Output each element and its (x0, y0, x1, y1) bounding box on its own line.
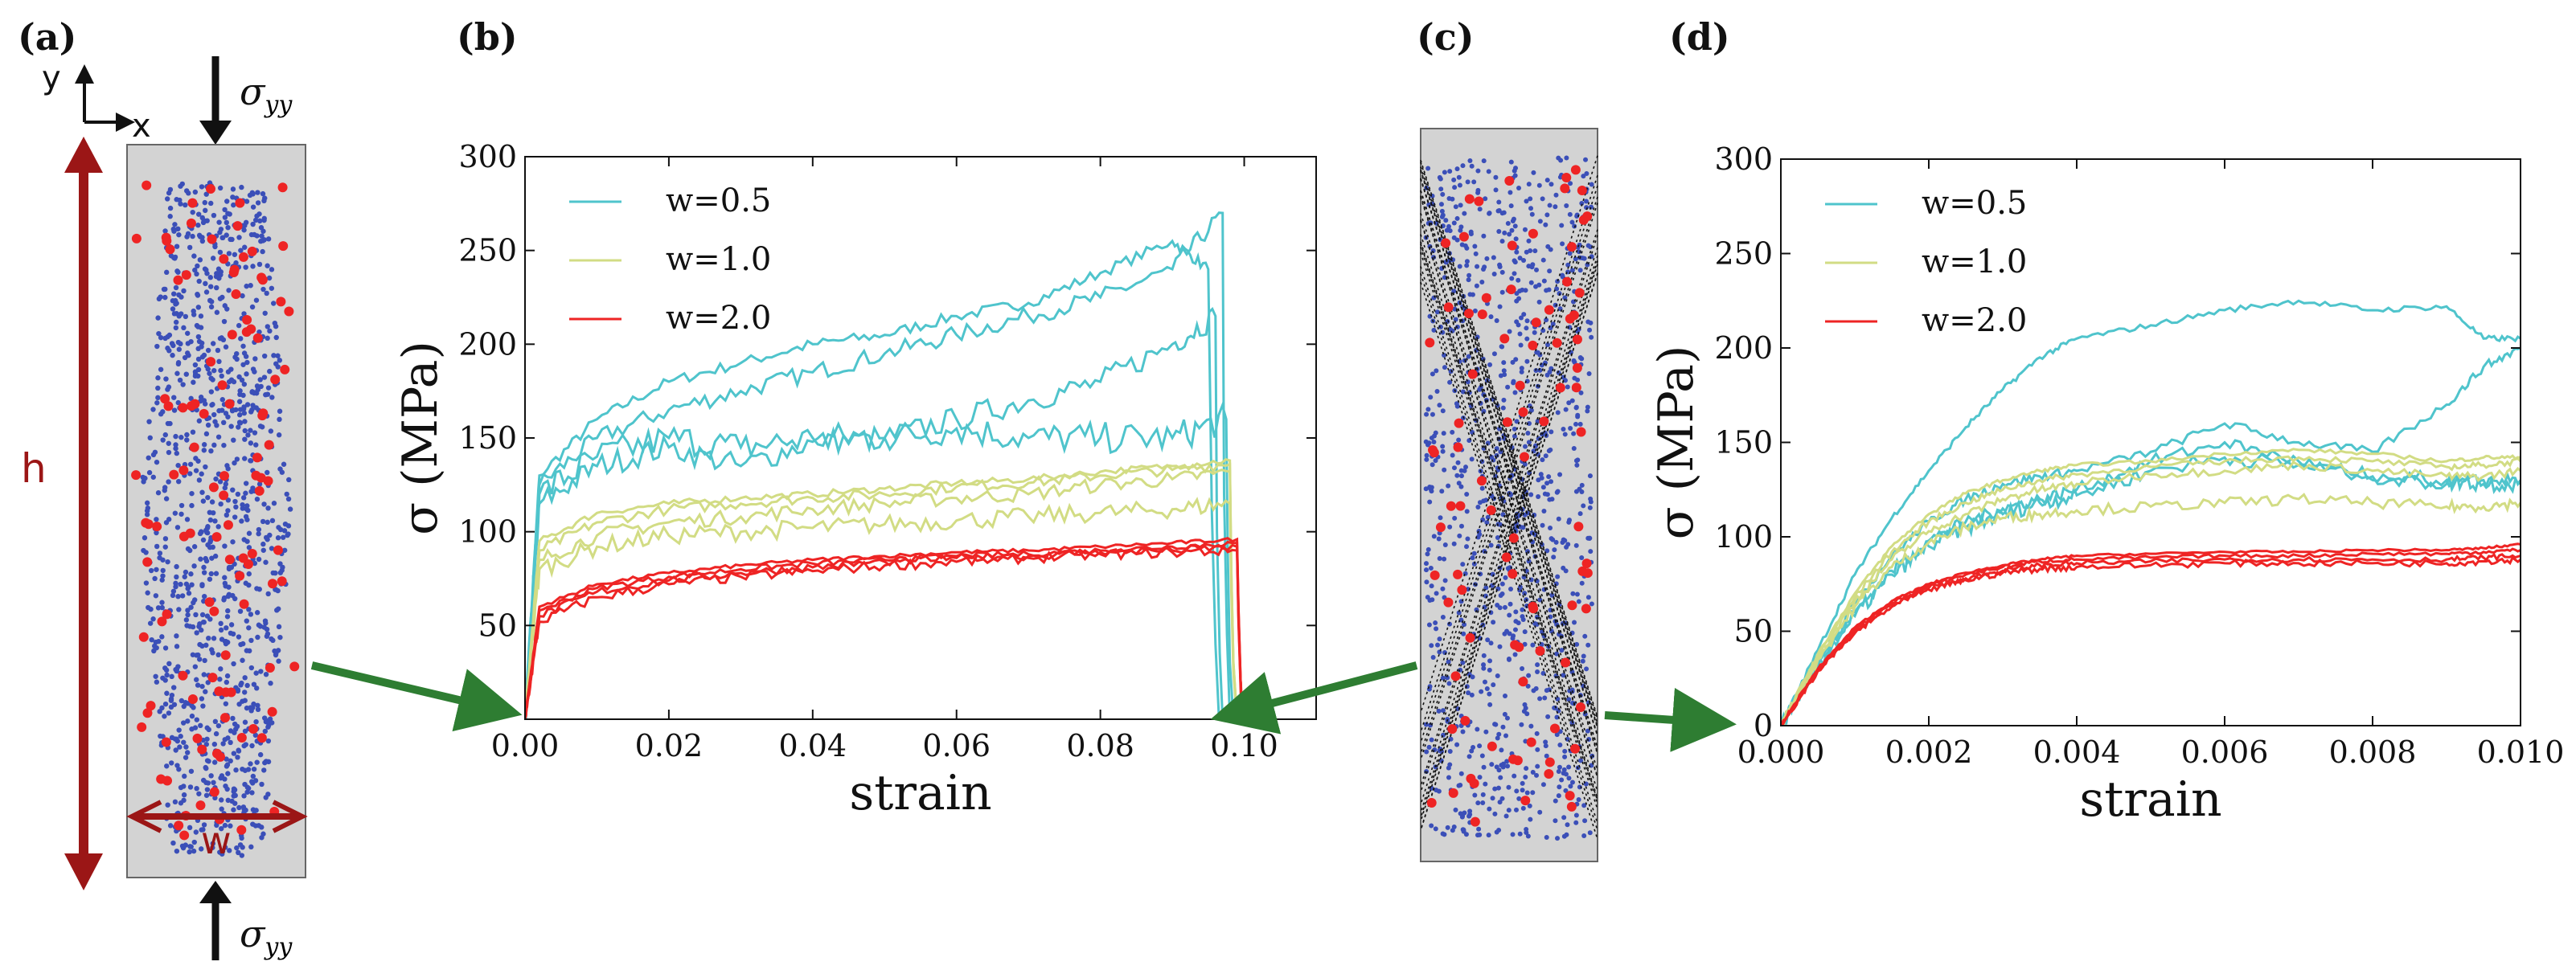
series-line-w=2.0-run-3 (1781, 553, 2521, 726)
y-tick-label: 200 (458, 326, 517, 362)
x-tick-label: 0.06 (922, 728, 991, 763)
y-tick-label: 50 (478, 608, 517, 643)
y-tick-label: 50 (1734, 614, 1773, 649)
x-tick-label: 0.004 (2033, 735, 2121, 770)
y-tick-label: 300 (1714, 141, 1773, 177)
legend-entry: w=2.0 (666, 300, 771, 337)
series-line-w=2.0-run-2 (525, 540, 1245, 719)
bottom-stress-arrowhead (199, 881, 232, 903)
panel-a-label: (a) (18, 15, 76, 59)
series-line-w=2.0-run-1 (525, 537, 1245, 719)
legend-entry: w=1.0 (666, 241, 771, 278)
series-line-w=0.5-run-4 (525, 401, 1235, 719)
x-tick-label: 0.008 (2329, 735, 2417, 770)
height-dimension: h (21, 137, 103, 890)
x-tick-label: 0.002 (1885, 735, 1973, 770)
axis-x-label: x (132, 108, 151, 145)
legend-entry: w=0.5 (666, 182, 771, 219)
panel-d: (d) 0.000 0.002 0.004 0.006 0.008 0.010 0 50 100… (1648, 15, 2564, 828)
series-line-w=1.0-run-4 (525, 497, 1239, 719)
x-tick-label: 0.10 (1210, 728, 1278, 763)
series-line-w=0.5-run-2 (1781, 346, 2521, 726)
x-tick-label: 0.00 (491, 728, 560, 763)
y-tick-label: 250 (458, 233, 517, 268)
specimen-a (126, 144, 306, 878)
series-line-w=2.0-run-3 (525, 543, 1245, 719)
panel-c-label: (c) (1417, 15, 1475, 59)
bottom-stress-label: σyy (240, 912, 293, 961)
top-stress-label: σyy (240, 70, 293, 119)
y-tick-label: 250 (1714, 236, 1773, 272)
series-line-w=1.0-run-3 (1781, 460, 2521, 726)
series-line-w=0.5-run-1 (525, 239, 1220, 719)
series-line-w=0.5-run-3 (525, 306, 1224, 719)
panel-b-label: (b) (457, 15, 518, 59)
series-line-w=0.5-run-3 (1781, 439, 2521, 726)
x-tick-label: 0.006 (2181, 735, 2269, 770)
arrow-c-to-b (1210, 661, 1418, 735)
series-line-w=1.0-run-3 (525, 469, 1239, 719)
specimen-a-particles (131, 180, 300, 858)
axis-y-label: y (42, 59, 61, 96)
width-label: w (201, 819, 232, 862)
y-tick-label: 100 (458, 514, 517, 550)
y-axis-label: σ (MPa) (1648, 346, 1704, 540)
x-tick-label: 0.000 (1737, 735, 1825, 770)
x-tick-label: 0.04 (779, 728, 847, 763)
series-line-w=0.5-run-1 (1781, 299, 2521, 726)
y-tick-label: 150 (458, 420, 517, 456)
height-label: h (21, 445, 47, 492)
width-dimension: w (126, 800, 308, 862)
y-tick-label: 200 (1714, 330, 1773, 366)
panel-b: (b) 0.00 0.02 0.04 0.06 0.08 0.10 50 100 150 200 2… (392, 15, 1317, 821)
series-line-w=2.0-run-2 (1781, 547, 2521, 726)
panel-c: (c) (1210, 15, 1737, 862)
series-line-w=1.0-run-1 (1781, 448, 2521, 726)
legend-entry: w=0.5 (1922, 185, 2027, 222)
chart-d: 0.000 0.002 0.004 0.006 0.008 0.010 0 50 100 150 2… (1648, 141, 2564, 828)
y-tick-label: 0 (1754, 708, 1773, 743)
series-line-w=0.5-run-4 (1781, 452, 2521, 726)
x-tick-label: 0.02 (635, 728, 703, 763)
x-tick-label: 0.010 (2477, 735, 2565, 770)
chart-b: 0.00 0.02 0.04 0.06 0.08 0.10 50 100 150 200 250 30… (392, 139, 1317, 821)
specimen-c-particles-and-dislocations (1420, 155, 1598, 841)
y-tick-label: 150 (1714, 425, 1773, 460)
series-line-w=2.0-run-4 (525, 543, 1245, 719)
legend-entry: w=2.0 (1922, 302, 2027, 339)
series-line-w=2.0-run-4 (1781, 555, 2521, 726)
plot-frame (1780, 158, 2521, 726)
arrow-a-to-b (310, 661, 523, 732)
series-line-w=1.0-run-2 (1781, 455, 2521, 726)
y-tick-label: 300 (458, 139, 517, 174)
panel-d-label: (d) (1669, 15, 1730, 59)
x-axis-label: strain (2079, 771, 2221, 828)
coordinate-axes-icon: y x (42, 59, 151, 145)
legend-entry: w=1.0 (1922, 243, 2027, 280)
x-axis-label: strain (849, 765, 991, 821)
top-stress-arrowhead (199, 121, 232, 145)
y-axis-label: σ (MPa) (392, 341, 449, 535)
series-line-w=1.0-run-1 (525, 458, 1239, 719)
series-line-w=1.0-run-4 (1781, 493, 2521, 726)
arrow-c-to-d (1604, 687, 1737, 752)
series-line-w=1.0-run-2 (525, 462, 1239, 719)
series-line-w=0.5-run-2 (525, 211, 1232, 719)
panel-a: (a) y x σyy σyy h (18, 15, 523, 961)
x-tick-label: 0.08 (1066, 728, 1134, 763)
series-line-w=2.0-run-1 (1781, 542, 2521, 726)
y-tick-label: 100 (1714, 519, 1773, 554)
